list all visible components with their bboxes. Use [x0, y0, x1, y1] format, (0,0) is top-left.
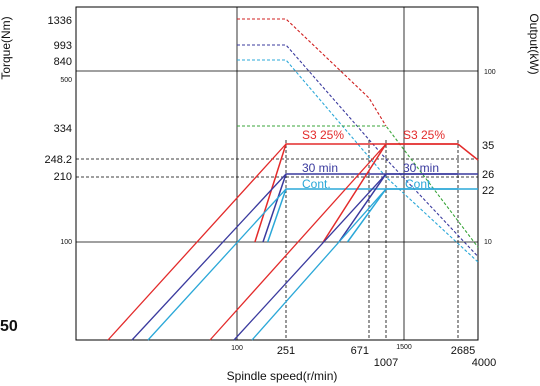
output-curve-2	[266, 188, 478, 243]
left-tick-labels: 1336 993 840 500 334 248.2 210 100	[44, 15, 72, 246]
x-tick-4000: 4000	[472, 357, 496, 369]
rising-line-0	[107, 143, 287, 341]
y-axis-title-right: Output(kW)	[527, 13, 540, 74]
x-tick-251: 251	[277, 345, 295, 357]
output-curve-5	[346, 188, 458, 243]
torque-curve-993	[237, 44, 479, 257]
label-cont-low: Cont.	[302, 177, 331, 191]
rising-line-1	[131, 173, 287, 341]
y-tick-334: 334	[54, 123, 72, 135]
rising-line-4	[233, 173, 387, 341]
label-30min-low: 30 min	[302, 161, 338, 175]
y-tick-210: 210	[54, 171, 72, 183]
rising-line-3	[209, 143, 387, 341]
y-tick-840: 840	[54, 56, 72, 68]
rising-line-5	[251, 188, 387, 341]
label-30min-high: 30 min	[403, 161, 439, 175]
edge-number: 50	[0, 318, 18, 335]
label-s3-25-high: S3 25%	[403, 128, 445, 142]
output-curve-0	[254, 143, 479, 243]
y-tick-500: 500	[60, 77, 72, 84]
output-curve-1	[262, 173, 478, 243]
x-axis-title: Spindle speed(r/min)	[227, 369, 338, 383]
y-axis-title-left: Torque(Nm)	[0, 16, 13, 79]
r-tick-35: 35	[482, 140, 494, 152]
x-tick-1500: 1500	[396, 344, 412, 351]
torque-curve-840	[237, 59, 479, 263]
rising-line-2	[147, 188, 287, 341]
x-tick-100: 100	[231, 345, 243, 352]
label-s3-25-low: S3 25%	[302, 128, 344, 142]
right-tick-labels: 100 35 26 22 10	[482, 69, 496, 246]
torque-curve-1336	[237, 18, 387, 127]
r-tick-10: 10	[484, 239, 492, 246]
output-curve-4	[338, 173, 458, 243]
torque-curve-334	[237, 125, 479, 248]
x-tick-1007: 1007	[374, 357, 398, 369]
x-tick-labels: 100 251 671 1500 1007 2685 4000	[231, 344, 496, 369]
label-cont-high: Cont.	[405, 177, 434, 191]
y-tick-248-2: 248.2	[44, 154, 72, 166]
y-tick-993: 993	[54, 40, 72, 52]
y-tick-1336: 1336	[48, 15, 72, 27]
r-tick-26: 26	[482, 169, 494, 181]
y-tick-100: 100	[60, 239, 72, 246]
r-tick-100: 100	[484, 69, 496, 76]
x-tick-671: 671	[351, 345, 369, 357]
r-tick-22: 22	[482, 185, 494, 197]
x-tick-2685: 2685	[451, 345, 475, 357]
curve-layer	[107, 18, 479, 341]
